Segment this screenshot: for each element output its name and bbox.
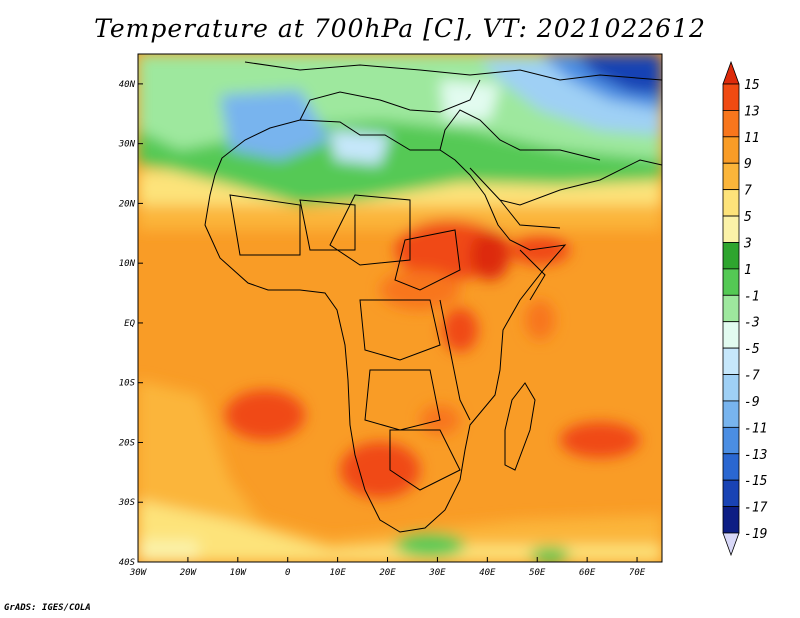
colorbar-swatch [722,426,740,455]
colorbar-level-label: -5 [744,342,760,357]
colorbar-swatch [722,136,740,164]
colorbar-swatch [722,479,740,507]
colorbar-swatch [722,60,740,85]
colorbar-swatch [722,294,740,323]
colorbar-swatch [722,83,740,111]
map-title: Temperature at 700hPa [C], VT: 202102261… [94,14,706,43]
colorbar-level-label: -7 [744,369,760,384]
colorbar-swatch [722,400,740,428]
colorbar-level-label: -19 [744,527,767,542]
lat-tick-label: 40S [119,558,136,568]
temperature-field [138,54,662,562]
colorbar-level-label: 1 [744,263,752,278]
lon-tick-label: 50E [529,568,546,578]
colorbar-swatch [722,347,740,375]
colorbar-level-label: -13 [744,448,767,463]
plot-frame [137,53,663,563]
lon-tick-label: 10W [230,568,248,578]
colorbar-swatch [722,453,740,481]
lon-tick-label: 30E [428,568,446,578]
lat-tick-label: 20S [119,438,136,448]
lon-tick-label: 10E [329,568,346,578]
lat-tick-label: 30S [118,498,136,508]
lon-tick-label: 20W [180,568,198,578]
colorbar-level-label: 3 [743,236,752,251]
colorbar-level-label: 7 [744,184,752,199]
coastlines [204,61,662,533]
colorbar: 15 13 11 9 7 5 3 1 -1 -3 -5 -7 -9 -11 -13 -15 -17 -19 [722,60,768,557]
lon-tick-label: 70E [629,568,646,578]
colorbar-swatch [722,215,740,243]
colorbar-level-label: 9 [744,157,752,172]
colorbar-swatch [722,162,740,191]
lat-tick-label: 10S [119,379,136,389]
colorbar-level-label: 15 [744,78,760,93]
lon-tick-label: 40E [479,568,496,578]
colorbar-level-label: -17 [744,501,768,516]
colorbar-swatch [722,189,740,217]
grads-credit: GrADS: IGES/COLA [4,603,91,613]
lon-tick-label: 60E [579,568,596,578]
lon-tick-label: 0 [285,568,290,578]
colorbar-level-label: 13 [744,104,760,119]
colorbar-level-label: 11 [744,131,760,146]
lon-tick-label: 30W [129,568,148,578]
colorbar-swatch [722,321,740,349]
latitude-axis: 40N 30N 20N 10N EQ 10S 20S 30S 40S [118,80,143,568]
longitude-axis: 30W 20W 10W 0 10E 20E 30E 40E 50E 60E 70E [129,557,646,578]
lat-tick-label: 40N [119,80,136,90]
colorbar-swatch [722,110,740,138]
lat-tick-label: 20N [119,199,136,209]
colorbar-level-label: -11 [744,421,767,436]
colorbar-swatch [722,506,740,534]
lat-tick-label: 10N [119,259,136,269]
lon-tick-label: 20E [379,568,396,578]
lat-tick-label: EQ [124,319,135,329]
colorbar-swatch [722,532,740,557]
colorbar-swatch [722,268,740,296]
colorbar-level-label: -1 [744,289,760,304]
colorbar-swatch [722,242,740,270]
colorbar-swatch [722,374,740,402]
colorbar-level-label: -9 [744,395,760,410]
colorbar-level-label: -15 [744,474,768,489]
colorbar-level-label: 5 [744,210,752,225]
lat-tick-label: 30N [118,140,136,150]
colorbar-level-label: -3 [744,316,760,331]
